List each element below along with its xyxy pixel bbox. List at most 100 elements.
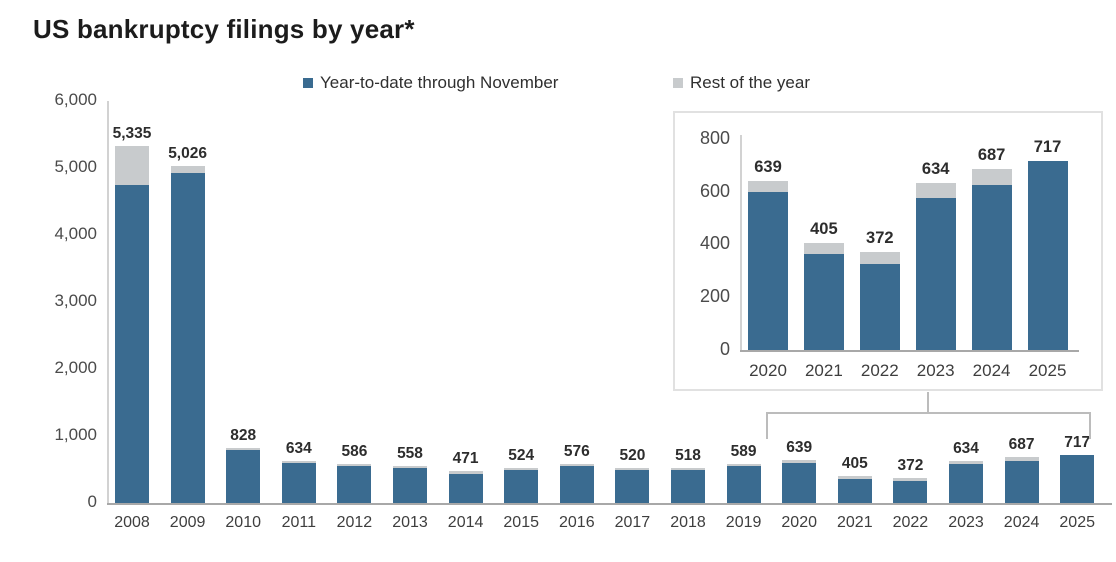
bar-segment-rest-2023 bbox=[949, 460, 983, 465]
bar-segment-rest-2014 bbox=[448, 471, 483, 474]
y-tick-label: 5,000 bbox=[54, 157, 97, 177]
value-label-2024: 687 bbox=[977, 145, 1006, 164]
y-tick-label: 1,000 bbox=[54, 425, 97, 445]
value-label-2017: 520 bbox=[619, 447, 646, 465]
y-tick-label: 600 bbox=[699, 180, 730, 201]
value-label-2009: 5,026 bbox=[168, 145, 207, 163]
x-tick-label-2014: 2014 bbox=[447, 514, 484, 531]
x-tick-label-2024: 2024 bbox=[972, 361, 1011, 380]
bar-segment-ytd-2014 bbox=[448, 473, 483, 503]
x-tick-label-2008: 2008 bbox=[114, 514, 150, 531]
bar-segment-rest-2021 bbox=[803, 243, 844, 255]
bar-segment-ytd-2024 bbox=[1004, 460, 1039, 503]
y-tick-label: 6,000 bbox=[54, 90, 97, 110]
x-tick-label-2021: 2021 bbox=[837, 514, 873, 531]
x-tick-label-2016: 2016 bbox=[559, 514, 595, 531]
legend-item-ytd: Year-to-date through November bbox=[303, 73, 558, 93]
x-axis-line bbox=[740, 350, 1079, 352]
bar-segment-ytd-2008 bbox=[115, 184, 149, 503]
x-tick-label-2018: 2018 bbox=[670, 514, 706, 531]
bar-segment-ytd-2009 bbox=[170, 173, 205, 503]
bar-segment-rest-2010 bbox=[226, 447, 261, 451]
x-tick-label-2009: 2009 bbox=[169, 514, 206, 531]
x-tick-label-2015: 2015 bbox=[503, 514, 539, 531]
value-label-2021: 405 bbox=[841, 454, 868, 472]
y-tick-label: 0 bbox=[719, 338, 730, 359]
legend-swatch-ytd-icon bbox=[303, 78, 313, 88]
x-tick-label-2023: 2023 bbox=[916, 361, 955, 380]
bar-segment-rest-2012 bbox=[337, 463, 372, 466]
bar-segment-ytd-2020 bbox=[782, 462, 817, 503]
value-label-2019: 589 bbox=[730, 442, 757, 460]
bar-segment-ytd-2022 bbox=[893, 481, 928, 503]
bar-segment-ytd-2025 bbox=[1027, 160, 1068, 350]
bar-segment-rest-2024 bbox=[1004, 456, 1039, 461]
bar-segment-ytd-2023 bbox=[949, 464, 983, 503]
bar-segment-rest-2017 bbox=[615, 468, 650, 471]
value-label-2020: 639 bbox=[754, 158, 782, 177]
x-tick-label-2022: 2022 bbox=[892, 514, 929, 531]
legend-swatch-rest-icon bbox=[673, 78, 683, 88]
y-tick-label: 2,000 bbox=[54, 358, 97, 378]
value-label-2008: 5,335 bbox=[112, 124, 152, 142]
bar-segment-rest-2016 bbox=[559, 464, 594, 467]
x-tick-label-2013: 2013 bbox=[392, 514, 428, 531]
bar-segment-ytd-2023 bbox=[915, 197, 956, 350]
bar-segment-rest-2009 bbox=[170, 166, 205, 174]
value-label-2025: 717 bbox=[1064, 433, 1091, 451]
bar-segment-ytd-2013 bbox=[393, 467, 427, 503]
bar-segment-rest-2019 bbox=[726, 463, 761, 466]
y-axis-line bbox=[107, 101, 109, 503]
value-label-2014: 471 bbox=[452, 450, 479, 468]
value-label-2025: 717 bbox=[1033, 137, 1062, 156]
value-label-2022: 372 bbox=[866, 228, 894, 247]
x-axis-line bbox=[107, 503, 1112, 505]
bar-segment-ytd-2010 bbox=[226, 450, 261, 503]
bar-segment-ytd-2022 bbox=[859, 263, 900, 350]
inset-connector-line bbox=[927, 392, 929, 412]
x-tick-label-2017: 2017 bbox=[614, 514, 651, 531]
x-tick-label-2010: 2010 bbox=[225, 514, 261, 531]
bar-segment-ytd-2018 bbox=[671, 470, 705, 503]
bar-segment-rest-2013 bbox=[393, 465, 427, 468]
value-label-2013: 558 bbox=[397, 444, 423, 462]
bar-segment-rest-2024 bbox=[971, 168, 1012, 185]
bar-segment-rest-2018 bbox=[671, 468, 705, 471]
value-label-2023: 634 bbox=[953, 439, 979, 457]
bar-segment-rest-2020 bbox=[782, 460, 817, 463]
legend-item-rest: Rest of the year bbox=[673, 73, 810, 93]
value-label-2016: 576 bbox=[563, 443, 590, 461]
bar-segment-ytd-2017 bbox=[615, 470, 650, 503]
x-tick-label-2020: 2020 bbox=[749, 361, 787, 380]
bar-segment-ytd-2016 bbox=[559, 466, 594, 503]
chart-title: US bankruptcy filings by year* bbox=[33, 14, 415, 44]
value-label-2010: 828 bbox=[230, 426, 257, 444]
value-label-2018: 518 bbox=[675, 447, 701, 465]
bar-segment-ytd-2015 bbox=[504, 469, 539, 503]
value-label-2015: 524 bbox=[508, 446, 535, 464]
y-tick-label: 0 bbox=[87, 492, 97, 512]
y-tick-label: 4,000 bbox=[54, 224, 97, 244]
inset-chart: 800 600 400 200 0 639 2020 405 2021 372 2022 634 202… bbox=[673, 111, 1103, 391]
y-tick-label: 3,000 bbox=[54, 291, 97, 311]
value-label-2011: 634 bbox=[285, 439, 312, 457]
x-tick-label-2025: 2025 bbox=[1059, 514, 1095, 531]
x-tick-label-2011: 2011 bbox=[281, 514, 316, 531]
x-tick-label-2024: 2024 bbox=[1003, 514, 1040, 531]
bar-segment-ytd-2024 bbox=[971, 184, 1012, 350]
bar-segment-rest-2008 bbox=[115, 145, 149, 185]
legend-label-ytd: Year-to-date through November bbox=[320, 73, 559, 92]
x-tick-label-2012: 2012 bbox=[336, 514, 373, 531]
bar-segment-rest-2022 bbox=[893, 478, 928, 482]
value-label-2022: 372 bbox=[897, 457, 924, 475]
bar-segment-rest-2020 bbox=[748, 181, 788, 192]
y-axis-line bbox=[740, 135, 742, 350]
bar-segment-ytd-2025 bbox=[1060, 454, 1095, 503]
value-label-2023: 634 bbox=[921, 159, 950, 178]
bar-segment-rest-2023 bbox=[915, 182, 956, 198]
bar-segment-rest-2011 bbox=[281, 460, 316, 463]
value-label-2021: 405 bbox=[810, 220, 838, 239]
y-tick-label: 200 bbox=[699, 286, 730, 307]
x-tick-label-2025: 2025 bbox=[1028, 361, 1067, 380]
